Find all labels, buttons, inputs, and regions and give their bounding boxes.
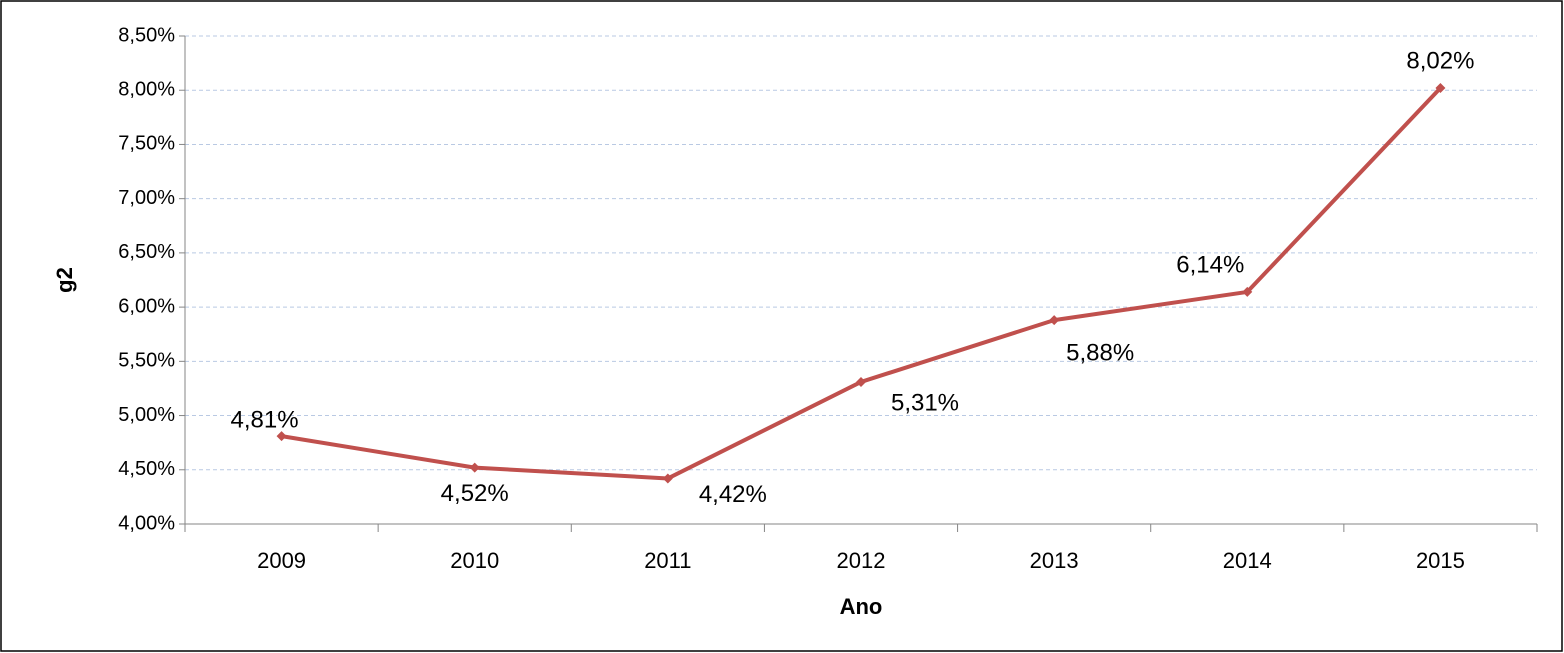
data-label: 5,88% <box>1066 339 1134 366</box>
data-label: 8,02% <box>1406 47 1474 74</box>
x-tick-label: 2010 <box>450 548 499 573</box>
y-tick-label: 7,00% <box>118 187 175 209</box>
data-label: 4,42% <box>699 481 767 508</box>
data-point <box>662 473 673 484</box>
y-tick-label: 8,00% <box>118 79 175 101</box>
data-label: 5,31% <box>891 389 959 416</box>
x-tick-label: 2009 <box>257 548 306 573</box>
data-label: 4,81% <box>231 407 299 434</box>
data-point <box>469 462 480 473</box>
data-label: 4,52% <box>441 480 509 507</box>
y-tick-label: 6,50% <box>118 241 175 263</box>
data-point <box>856 376 866 387</box>
y-tick-label: 5,50% <box>118 350 175 372</box>
x-tick-label: 2013 <box>1030 548 1079 573</box>
data-label: 6,14% <box>1176 251 1244 278</box>
x-tick-label: 2011 <box>644 548 691 573</box>
x-tick-label: 2014 <box>1223 548 1272 573</box>
y-tick-label: 5,00% <box>118 404 175 426</box>
y-tick-label: 7,50% <box>118 133 175 155</box>
y-tick-label: 4,50% <box>118 458 175 480</box>
y-tick-label: 4,00% <box>118 512 175 534</box>
x-axis-title: Ano <box>840 594 883 619</box>
y-axis-title: g2 <box>52 267 77 293</box>
x-tick-label: 2015 <box>1416 548 1465 573</box>
x-tick-label: 2012 <box>837 548 886 573</box>
data-point <box>276 431 287 442</box>
data-point <box>1242 286 1253 297</box>
y-tick-label: 8,50% <box>118 24 175 46</box>
y-tick-label: 6,00% <box>118 295 175 317</box>
data-point <box>1049 315 1060 326</box>
data-point <box>1435 83 1446 94</box>
